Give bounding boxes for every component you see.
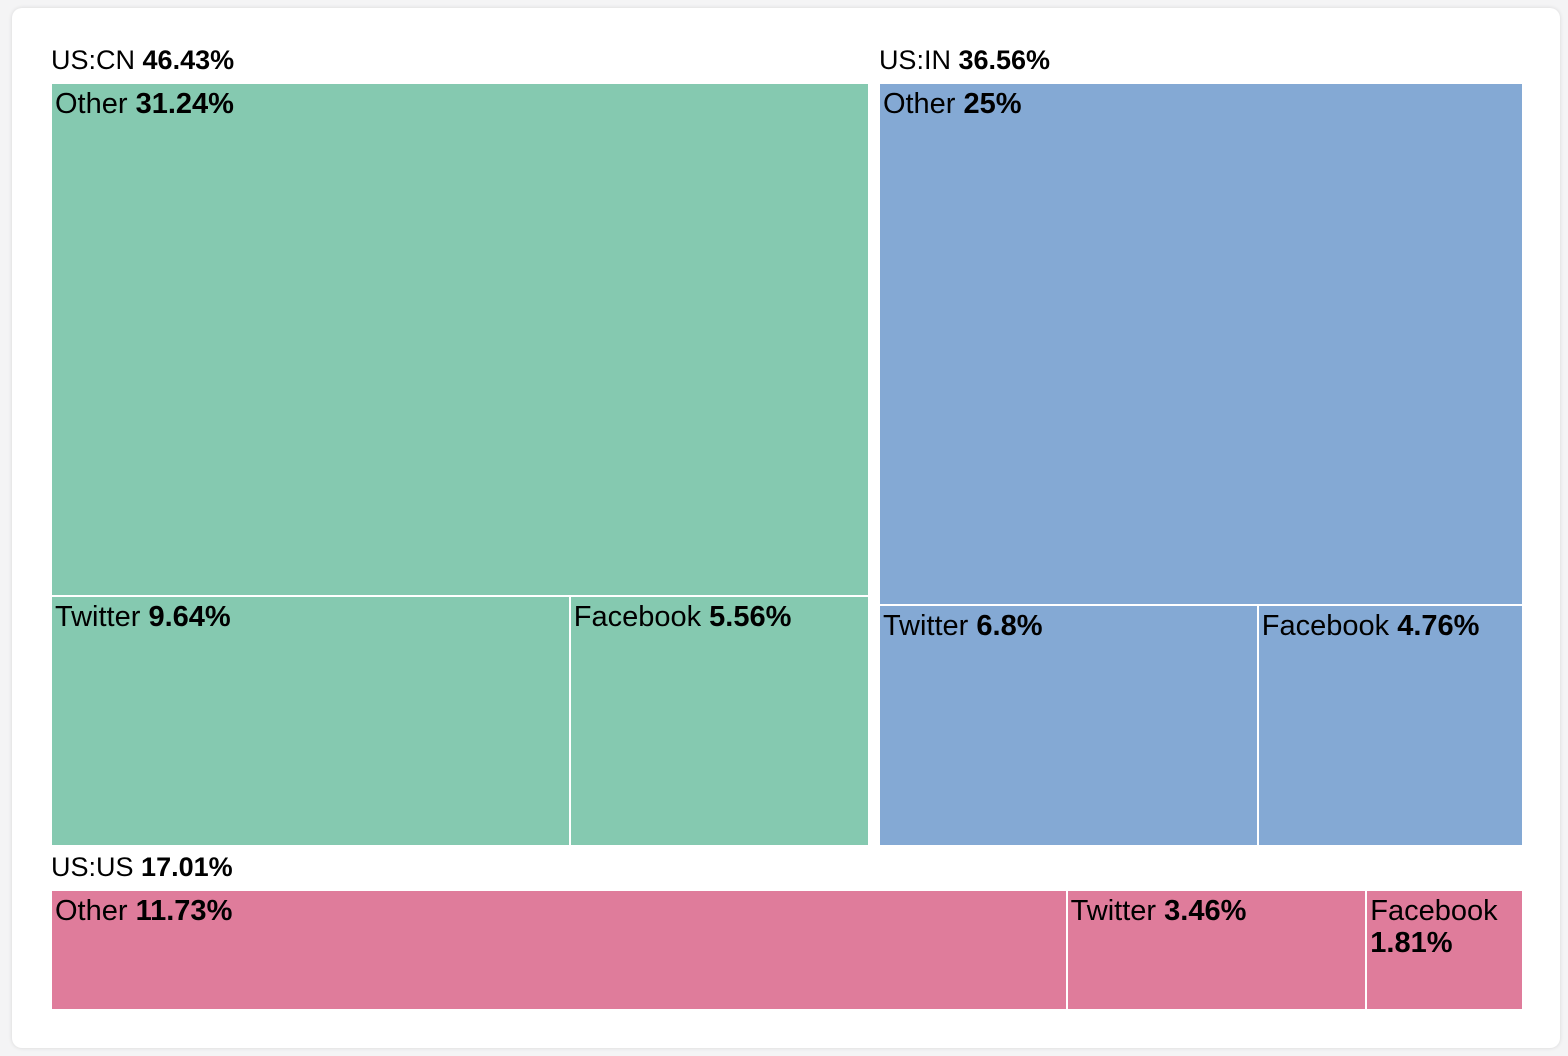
cell-name: Facebook	[573, 601, 702, 634]
treemap-cell: Facebook 5.56%	[569, 596, 869, 846]
treemap-cell: Other 31.24%	[51, 83, 869, 597]
cell-value: 31.24%	[135, 88, 234, 120]
cell-name: Other	[882, 88, 956, 120]
group-label: US:IN 36.56%	[879, 45, 1050, 75]
cell-value: 1.81%	[1370, 926, 1453, 959]
treemap-cell: Facebook 1.81%	[1366, 889, 1523, 1010]
cell-value: 4.76%	[1397, 609, 1480, 642]
treemap-cell: Other 11.73%	[51, 889, 1067, 1010]
cell-name: Other	[55, 88, 128, 120]
treemap-cell: Other 25%	[878, 83, 1523, 605]
cell-name: Twitter	[882, 609, 969, 642]
group-value: 36.56%	[958, 45, 1051, 75]
chart: US:CN 46.43% Other 31.24% Twitter 9.64% Fac…	[12, 8, 1560, 1048]
cell-name: Twitter	[1070, 894, 1157, 927]
group-value: 46.43%	[142, 45, 235, 75]
cell-value: 6.8%	[976, 609, 1043, 642]
treemap-cell: Twitter 9.64%	[51, 596, 570, 846]
group-name: US:US	[51, 851, 134, 882]
group-label: US:US 17.01%	[51, 852, 233, 882]
treemap-cell: Facebook 4.76%	[1257, 604, 1523, 846]
treemap-cell: Twitter 3.46%	[1066, 889, 1367, 1010]
group-value: 17.01%	[141, 851, 233, 882]
cell-name: Facebook	[1370, 894, 1498, 927]
cell-value: 5.56%	[709, 601, 792, 634]
cell-value: 9.64%	[148, 601, 231, 634]
cell-value: 11.73%	[135, 894, 233, 927]
cell-name: Facebook	[1261, 609, 1390, 642]
group-name: US:IN	[878, 45, 951, 75]
cell-value: 25%	[963, 88, 1022, 120]
cell-value: 3.46%	[1164, 894, 1247, 927]
treemap-cell: Twitter 6.8%	[878, 604, 1258, 846]
group-name: US:CN	[51, 45, 136, 75]
cell-name: Twitter	[55, 601, 141, 634]
cell-name: Other	[55, 894, 128, 927]
group-label: US:CN 46.43%	[51, 45, 234, 75]
